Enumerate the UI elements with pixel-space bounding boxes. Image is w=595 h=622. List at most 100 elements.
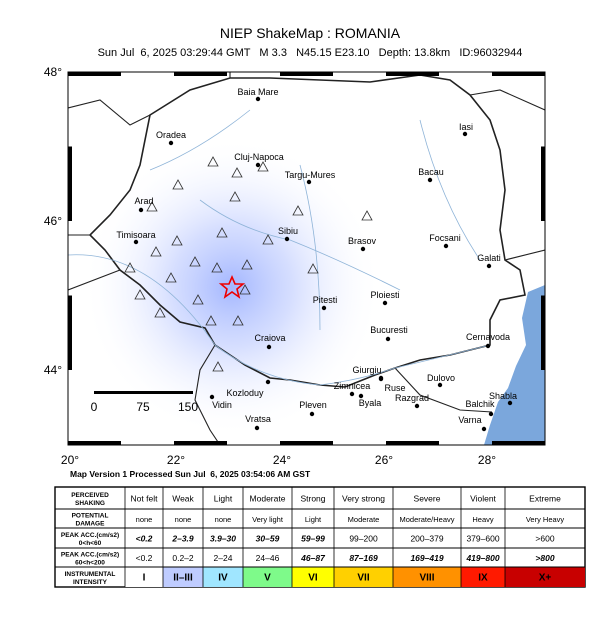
rivers: [68, 109, 491, 386]
city-label: Zimnicea: [334, 381, 371, 391]
city-label: Baia Mare: [237, 87, 278, 97]
city-dot: [378, 376, 384, 382]
frame-band: [174, 441, 227, 445]
legend-cell: 379–600: [466, 534, 499, 544]
legend-cell: 3.9–30: [210, 534, 236, 544]
station: [232, 315, 244, 326]
city-dot: [360, 246, 366, 252]
legend-cell: Not felt: [131, 494, 159, 504]
title: NIEP ShakeMap : ROMANIA: [220, 25, 401, 41]
legend-cell: 2–24: [214, 553, 233, 563]
station: [192, 294, 204, 305]
axis-labels: 48° 46° 44° 20° 22° 24° 26° 28°: [44, 65, 496, 467]
frame-band: [541, 295, 545, 370]
legend-cell: <0.2: [136, 534, 153, 544]
frame-band: [541, 146, 545, 221]
city-label: Bacau: [418, 167, 444, 177]
legend-cell: VII: [357, 573, 369, 584]
legend-cell: Extreme: [529, 494, 561, 504]
legend-cell: Moderate/Heavy: [399, 515, 454, 524]
legend-cell: Severe: [414, 494, 441, 504]
intensity-cell: [292, 567, 334, 587]
city-dot: [209, 394, 215, 400]
city-dot: [488, 411, 494, 417]
legend-cell: none: [215, 515, 232, 524]
city-label: Oradea: [156, 130, 186, 140]
row-label: PERCEIVED: [71, 492, 109, 499]
city-label: Targu-Mures: [285, 170, 336, 180]
row-label: 0<h<60: [79, 540, 102, 547]
city-label: Focsani: [429, 233, 461, 243]
legend-cell: Light: [214, 494, 233, 504]
legend-cell: VI: [308, 573, 318, 584]
legend-cell: II–III: [173, 573, 193, 584]
legend-cell: IX: [478, 573, 488, 584]
city-label: Pitesti: [313, 295, 338, 305]
city-label: Timisoara: [116, 230, 155, 240]
city-label: Sibiu: [278, 226, 298, 236]
city-label: Ruse: [384, 383, 405, 393]
legend-cell: <0.2: [136, 553, 153, 563]
city-dot: [358, 393, 364, 399]
lon-label: 20°: [61, 453, 79, 467]
row-label: 60<h<200: [75, 560, 105, 567]
frame-band: [280, 441, 333, 445]
legend-cell: V: [264, 573, 271, 584]
city-dot: [266, 344, 272, 350]
frame-band: [68, 295, 72, 370]
city-dot: [306, 179, 312, 185]
city-dot: [349, 391, 355, 397]
city-label: Vratsa: [245, 414, 271, 424]
city-label: Ploiesti: [370, 290, 399, 300]
city-dot: [385, 336, 391, 342]
legend-cell: Weak: [172, 494, 194, 504]
station: [241, 259, 253, 270]
city-label: Kozloduy: [226, 388, 264, 398]
frame-band: [174, 72, 227, 76]
row-label: DAMAGE: [76, 521, 106, 528]
frame-band: [492, 441, 545, 445]
station: [361, 210, 373, 221]
intensity-cell: [505, 567, 585, 587]
stations: [124, 156, 373, 372]
intensity-cell: [334, 567, 393, 587]
city-dot: [284, 236, 290, 242]
legend-cell: I: [143, 573, 146, 584]
station: [262, 234, 274, 245]
legend-cell: 24–46: [256, 553, 280, 563]
lon-label: 22°: [167, 453, 185, 467]
scale-label: 150: [178, 400, 198, 414]
station: [231, 167, 243, 178]
row-label: POTENTIAL: [72, 513, 109, 520]
lon-label: 28°: [478, 453, 496, 467]
station: [292, 205, 304, 216]
scale-label: 0: [91, 400, 98, 414]
scale-bar: 0 75 150: [91, 391, 198, 414]
city-label: Brasov: [348, 236, 377, 246]
city-label: Razgrad: [395, 393, 429, 403]
lat-label: 46°: [44, 214, 62, 228]
city-dot: [265, 379, 271, 385]
intensity-cell: [125, 567, 163, 587]
legend-cell: 30–59: [256, 534, 280, 544]
city-label: Craiova: [254, 333, 285, 343]
legend-cell: 169–419: [410, 553, 443, 563]
intensity-cell: [393, 567, 461, 587]
station: [229, 191, 241, 202]
country-border: [88, 74, 526, 388]
station: [257, 161, 269, 172]
city-dot: [443, 243, 449, 249]
legend-cell: VIII: [419, 573, 434, 584]
legend-cell: Moderate: [250, 494, 286, 504]
city-label: Cernavoda: [466, 332, 510, 342]
frame-band: [386, 441, 439, 445]
station: [146, 201, 158, 212]
station: [150, 246, 162, 257]
legend-cell: 46–87: [300, 553, 326, 563]
city-dot: [486, 263, 492, 269]
legend-cell: 59–99: [301, 534, 325, 544]
city-dot: [254, 425, 260, 431]
intensity-shading: [68, 117, 422, 445]
subtitle: Sun Jul 6, 2025 03:29:44 GMT M 3.3 N45.1…: [98, 47, 523, 59]
